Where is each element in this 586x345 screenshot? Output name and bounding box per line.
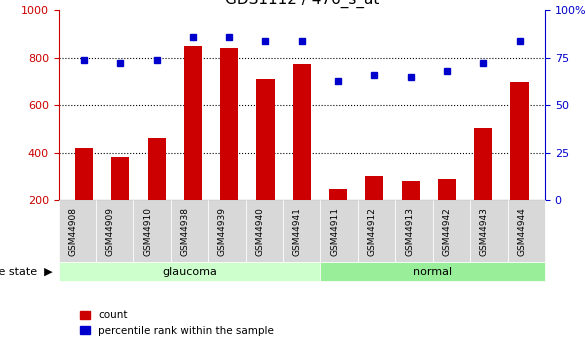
Bar [111,157,130,200]
Bar [257,79,275,200]
Text: GSM44943: GSM44943 [480,207,489,256]
Bar [184,46,202,200]
Title: GDS1112 / 476_s_at: GDS1112 / 476_s_at [224,0,379,8]
Bar [438,179,456,200]
Text: normal: normal [413,267,452,277]
Bar [75,148,93,200]
Text: GSM44942: GSM44942 [442,207,451,256]
Text: GSM44940: GSM44940 [255,207,264,256]
Bar [220,48,239,200]
Text: GSM44941: GSM44941 [293,207,302,256]
Bar [474,128,492,200]
Text: GSM44912: GSM44912 [367,207,377,256]
Text: GSM44908: GSM44908 [69,207,77,256]
Text: GSM44938: GSM44938 [180,207,189,256]
Bar [510,81,529,200]
Text: GSM44910: GSM44910 [143,207,152,256]
Text: GSM44909: GSM44909 [105,207,115,256]
Text: GSM44939: GSM44939 [218,207,227,256]
Legend: count, percentile rank within the sample: count, percentile rank within the sample [76,306,278,340]
Bar [329,189,347,200]
Text: disease state  ▶: disease state ▶ [0,267,53,277]
Text: GSM44944: GSM44944 [517,207,526,256]
Bar [148,138,166,200]
Text: glaucoma: glaucoma [162,267,217,277]
Bar [293,64,311,200]
Bar [365,176,383,200]
Bar [401,181,420,200]
Text: GSM44911: GSM44911 [330,207,339,256]
Text: GSM44913: GSM44913 [405,207,414,256]
